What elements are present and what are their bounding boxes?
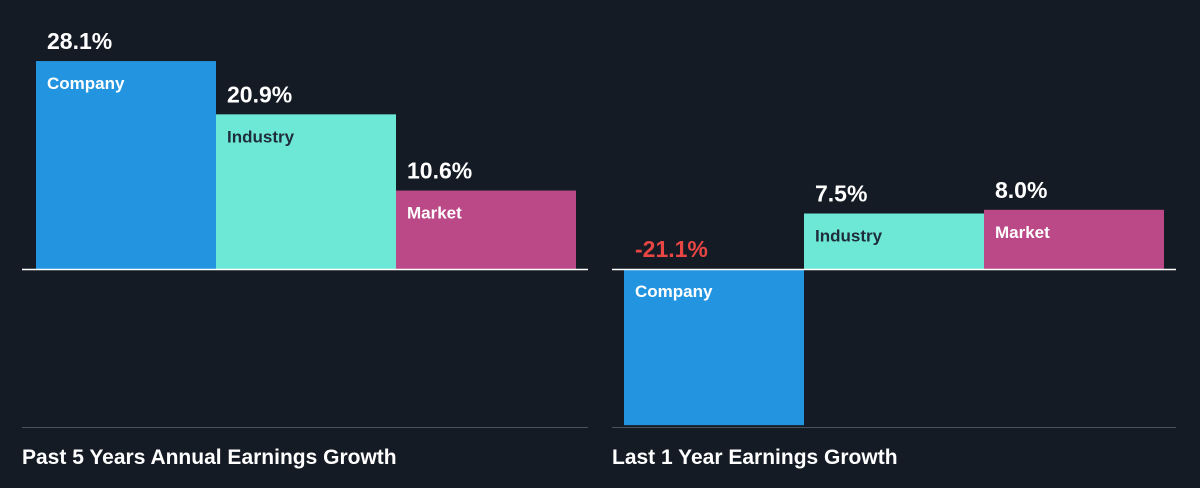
bar-company (624, 269, 804, 426)
bar-label-industry: Industry (815, 227, 883, 246)
bar-label-company: Company (47, 74, 125, 93)
value-label-industry: 20.9% (227, 81, 292, 107)
value-label-company: -21.1% (635, 236, 708, 262)
chart-panel-2: Company -21.1% Industry 7.5% Market 8.0% Last … (612, 177, 1176, 469)
bar-label-industry: Industry (227, 127, 295, 146)
chart-panel-1: Company 28.1% Industry 20.9% Market 10.6% Past… (22, 28, 588, 469)
bar-label-market: Market (995, 223, 1050, 242)
bar-industry (804, 213, 984, 269)
bar-market (984, 209, 1164, 269)
value-label-industry: 7.5% (815, 181, 867, 207)
bar-company (36, 61, 216, 270)
value-label-market: 8.0% (995, 177, 1047, 203)
bar-label-market: Market (407, 204, 462, 223)
value-label-company: 28.1% (47, 28, 112, 54)
bar-label-company: Company (635, 282, 713, 301)
chart-title: Past 5 Years Annual Earnings Growth (22, 446, 397, 469)
bar-industry (216, 114, 396, 269)
bar-market (396, 190, 576, 269)
value-label-market: 10.6% (407, 158, 472, 184)
chart-title: Last 1 Year Earnings Growth (612, 446, 898, 469)
